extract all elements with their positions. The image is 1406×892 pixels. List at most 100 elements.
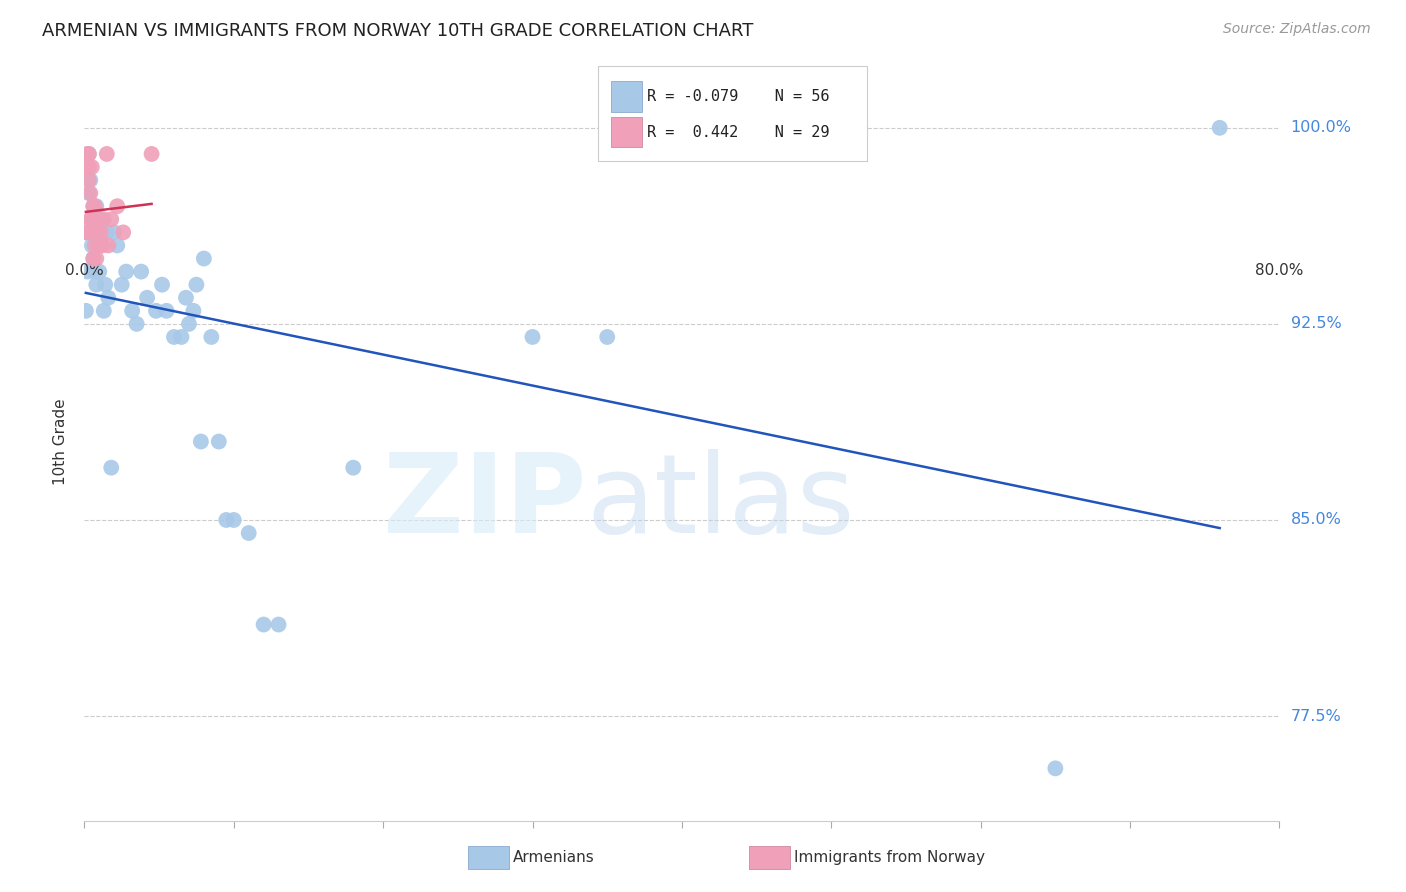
Point <box>174 291 197 305</box>
Point <box>76 160 98 174</box>
Point <box>82 252 104 266</box>
Text: 80.0%: 80.0% <box>1256 263 1303 278</box>
Text: ARMENIAN VS IMMIGRANTS FROM NORWAY 10TH GRADE CORRELATION CHART: ARMENIAN VS IMMIGRANTS FROM NORWAY 10TH … <box>42 22 754 40</box>
Point <box>200 330 222 344</box>
Point <box>91 238 114 252</box>
Point <box>177 317 200 331</box>
Point <box>91 226 114 240</box>
Point <box>77 173 100 187</box>
Point <box>596 330 619 344</box>
Y-axis label: 10th Grade: 10th Grade <box>53 398 69 485</box>
Point <box>83 238 105 252</box>
Point <box>77 186 100 201</box>
Text: 85.0%: 85.0% <box>1291 513 1341 527</box>
Text: R =  0.442    N = 29: R = 0.442 N = 29 <box>647 125 830 140</box>
Point <box>82 252 104 266</box>
Point <box>215 513 238 527</box>
Point <box>125 317 148 331</box>
Point <box>83 226 105 240</box>
Point <box>103 226 125 240</box>
Point <box>155 303 177 318</box>
Point <box>150 277 173 292</box>
Point <box>190 434 212 449</box>
Point <box>77 147 100 161</box>
Point <box>136 291 159 305</box>
Point <box>129 264 152 278</box>
Point <box>100 212 122 227</box>
Point <box>163 330 186 344</box>
Point <box>145 303 167 318</box>
Text: Immigrants from Norway: Immigrants from Norway <box>794 850 986 864</box>
Text: Armenians: Armenians <box>513 850 595 864</box>
Point <box>86 277 108 292</box>
Text: 77.5%: 77.5% <box>1291 708 1341 723</box>
Point <box>79 212 101 227</box>
FancyBboxPatch shape <box>612 117 643 147</box>
Point <box>80 238 103 252</box>
Point <box>238 526 260 541</box>
Point <box>97 291 120 305</box>
Point <box>80 226 103 240</box>
Point <box>77 147 100 161</box>
Point <box>76 264 98 278</box>
Point <box>170 330 193 344</box>
Point <box>79 173 101 187</box>
Text: 100.0%: 100.0% <box>1291 120 1351 136</box>
Point <box>83 264 105 278</box>
Text: Source: ZipAtlas.com: Source: ZipAtlas.com <box>1223 22 1371 37</box>
Point <box>93 303 115 318</box>
Point <box>83 199 105 213</box>
Point <box>267 617 290 632</box>
Point <box>96 226 118 240</box>
Point <box>82 199 104 213</box>
Point <box>82 226 104 240</box>
Point <box>86 252 108 266</box>
Point <box>253 617 276 632</box>
Point <box>80 212 103 227</box>
Point <box>87 226 110 240</box>
Point <box>183 303 205 318</box>
Point <box>75 303 97 318</box>
Point <box>80 160 103 174</box>
Text: 92.5%: 92.5% <box>1291 317 1341 332</box>
Point <box>105 199 128 213</box>
Text: R = -0.079    N = 56: R = -0.079 N = 56 <box>647 89 830 104</box>
Point <box>86 212 108 227</box>
Point <box>100 460 122 475</box>
Text: ZIP: ZIP <box>382 449 586 556</box>
Text: atlas: atlas <box>586 449 855 556</box>
Point <box>193 252 215 266</box>
Point <box>94 277 117 292</box>
Point <box>112 226 135 240</box>
FancyBboxPatch shape <box>599 66 868 161</box>
Point <box>79 226 101 240</box>
Point <box>76 147 98 161</box>
Point <box>80 212 103 227</box>
Point <box>115 264 138 278</box>
Point <box>1045 761 1067 775</box>
Point <box>77 160 100 174</box>
Point <box>342 460 364 475</box>
Point <box>105 238 128 252</box>
Point <box>89 264 111 278</box>
Point <box>522 330 544 344</box>
Point <box>89 238 111 252</box>
Point <box>96 147 118 161</box>
Point <box>141 147 163 161</box>
Point <box>87 226 110 240</box>
Point <box>111 277 134 292</box>
Point <box>86 199 108 213</box>
Point <box>97 238 120 252</box>
Point <box>1209 120 1232 135</box>
Point <box>89 238 111 252</box>
Point <box>90 212 112 227</box>
Point <box>82 199 104 213</box>
Text: 0.0%: 0.0% <box>65 263 104 278</box>
Point <box>93 212 115 227</box>
Point <box>186 277 208 292</box>
Point <box>75 226 97 240</box>
Point <box>90 226 112 240</box>
FancyBboxPatch shape <box>612 81 643 112</box>
Point <box>121 303 143 318</box>
Point <box>76 226 98 240</box>
